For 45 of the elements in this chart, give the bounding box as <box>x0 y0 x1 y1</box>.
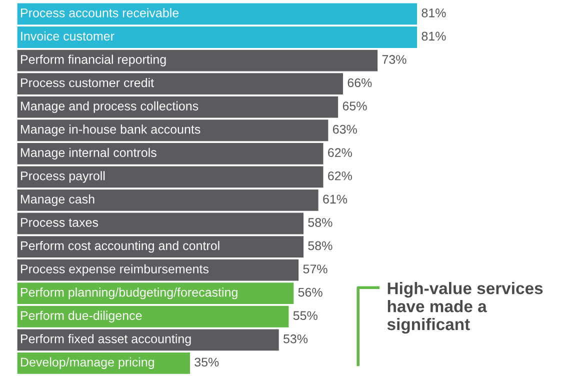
y-tick-label: Manage and process collections <box>21 101 198 113</box>
data-label: 81% <box>422 32 446 41</box>
data-label: 73% <box>382 55 406 64</box>
data-label: 58% <box>308 218 332 227</box>
data-label: 63% <box>332 124 357 134</box>
y-tick-label: Process taxes <box>21 218 98 227</box>
y-tick-label: Process expense reimbursements <box>21 264 209 276</box>
y-tick-label: Manage internal controls <box>21 148 156 160</box>
y-tick-label: Manage cash <box>21 194 94 206</box>
y-tick-label: Perform due-diligence <box>21 310 142 322</box>
bar <box>17 26 418 48</box>
bar <box>17 352 190 374</box>
data-label: 58% <box>308 241 332 250</box>
data-label: 57% <box>303 264 328 274</box>
data-label: 55% <box>293 311 318 320</box>
bar <box>17 329 279 351</box>
y-tick-label: Process customer credit <box>21 78 154 88</box>
data-label: 56% <box>298 288 322 297</box>
bar <box>17 190 318 211</box>
bar <box>17 259 299 281</box>
data-label: 62% <box>328 148 352 158</box>
y-tick-label: Develop/manage pricing <box>21 357 154 370</box>
data-label: 35% <box>194 358 219 367</box>
bar <box>17 3 418 25</box>
y-tick-label: Perform fixed asset accounting <box>21 334 191 346</box>
y-tick-label: Process accounts receivable <box>21 8 179 18</box>
bar <box>17 212 304 234</box>
bar <box>17 73 344 95</box>
bar <box>17 236 304 258</box>
bar <box>17 282 294 304</box>
data-label: 81% <box>422 8 446 18</box>
y-tick-label: Perform cost accounting and control <box>21 240 220 253</box>
y-tick-label: Perform financial reporting <box>21 54 166 66</box>
data-label: 62% <box>328 171 352 180</box>
data-label: 61% <box>323 194 348 204</box>
y-tick-label: Process payroll <box>21 171 105 183</box>
bar <box>17 306 289 328</box>
y-tick-label: Perform planning/budgeting/forecasting <box>21 288 238 300</box>
data-label: 66% <box>348 78 372 88</box>
annotation: High-value services have made a significant <box>387 282 543 334</box>
data-label: 65% <box>342 102 367 110</box>
y-tick-label: Invoice customer <box>21 31 114 41</box>
data-label: 53% <box>283 334 308 344</box>
y-tick-label: Manage in-house bank accounts <box>21 124 200 136</box>
bar <box>17 50 378 72</box>
